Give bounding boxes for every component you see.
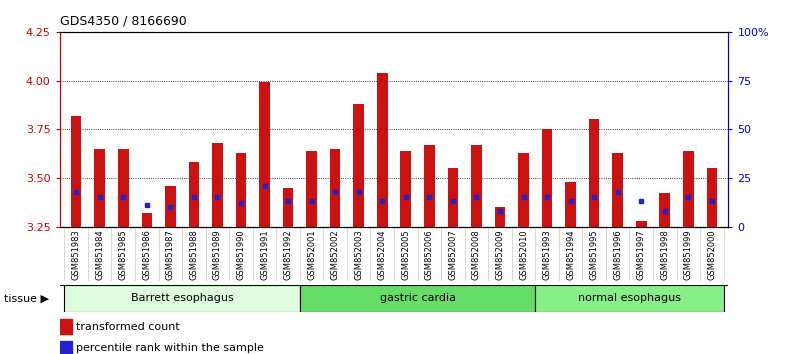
Text: GSM852009: GSM852009 bbox=[495, 229, 505, 280]
Text: GSM851983: GSM851983 bbox=[72, 229, 80, 280]
Bar bbox=[400, 151, 411, 227]
Bar bbox=[589, 120, 599, 227]
Bar bbox=[142, 213, 152, 227]
Text: transformed count: transformed count bbox=[76, 322, 180, 332]
Bar bbox=[471, 145, 482, 227]
Text: GSM851998: GSM851998 bbox=[660, 229, 669, 280]
Bar bbox=[189, 162, 199, 227]
Text: GSM852000: GSM852000 bbox=[708, 229, 716, 280]
Text: GSM851996: GSM851996 bbox=[613, 229, 622, 280]
Bar bbox=[542, 129, 552, 227]
Bar bbox=[259, 82, 270, 227]
Text: GSM851985: GSM851985 bbox=[119, 229, 128, 280]
Text: GSM851987: GSM851987 bbox=[166, 229, 175, 280]
Bar bbox=[60, 341, 72, 354]
Text: GSM851986: GSM851986 bbox=[142, 229, 151, 280]
Text: GSM851984: GSM851984 bbox=[96, 229, 104, 280]
Bar bbox=[612, 153, 623, 227]
FancyBboxPatch shape bbox=[535, 285, 724, 312]
Text: GSM852005: GSM852005 bbox=[401, 229, 410, 280]
Bar bbox=[213, 143, 223, 227]
Bar bbox=[518, 153, 529, 227]
Text: gastric cardia: gastric cardia bbox=[380, 293, 455, 303]
Text: GSM852003: GSM852003 bbox=[354, 229, 363, 280]
FancyBboxPatch shape bbox=[300, 285, 535, 312]
Bar bbox=[283, 188, 294, 227]
Bar bbox=[330, 149, 341, 227]
Text: normal esophagus: normal esophagus bbox=[578, 293, 681, 303]
FancyBboxPatch shape bbox=[64, 285, 300, 312]
Bar bbox=[353, 104, 364, 227]
Text: GSM852007: GSM852007 bbox=[448, 229, 458, 280]
Bar bbox=[306, 151, 317, 227]
Bar bbox=[636, 221, 646, 227]
Text: GSM852010: GSM852010 bbox=[519, 229, 528, 280]
Bar bbox=[60, 319, 72, 334]
Text: GSM851995: GSM851995 bbox=[590, 229, 599, 280]
Bar bbox=[118, 149, 129, 227]
Text: GSM852006: GSM852006 bbox=[425, 229, 434, 280]
Bar bbox=[95, 149, 105, 227]
Text: GSM851993: GSM851993 bbox=[543, 229, 552, 280]
Text: percentile rank within the sample: percentile rank within the sample bbox=[76, 343, 264, 353]
Text: GSM852002: GSM852002 bbox=[330, 229, 340, 280]
Text: GSM851994: GSM851994 bbox=[566, 229, 575, 280]
Bar bbox=[565, 182, 576, 227]
Bar bbox=[424, 145, 435, 227]
Text: tissue ▶: tissue ▶ bbox=[4, 293, 49, 303]
Bar bbox=[377, 73, 388, 227]
Text: GSM851990: GSM851990 bbox=[236, 229, 245, 280]
Text: Barrett esophagus: Barrett esophagus bbox=[131, 293, 233, 303]
Text: GSM851989: GSM851989 bbox=[213, 229, 222, 280]
Text: GDS4350 / 8166690: GDS4350 / 8166690 bbox=[60, 14, 186, 27]
Bar bbox=[236, 153, 246, 227]
Text: GSM852001: GSM852001 bbox=[307, 229, 316, 280]
Bar bbox=[447, 168, 458, 227]
Text: GSM851992: GSM851992 bbox=[283, 229, 293, 280]
Text: GSM851997: GSM851997 bbox=[637, 229, 646, 280]
Text: GSM851991: GSM851991 bbox=[260, 229, 269, 280]
Text: GSM852008: GSM852008 bbox=[472, 229, 481, 280]
Bar bbox=[683, 151, 693, 227]
Text: GSM851988: GSM851988 bbox=[189, 229, 198, 280]
Bar bbox=[165, 185, 176, 227]
Bar bbox=[659, 193, 670, 227]
Text: GSM852004: GSM852004 bbox=[378, 229, 387, 280]
Bar bbox=[71, 116, 81, 227]
Bar bbox=[707, 168, 717, 227]
Bar bbox=[494, 207, 505, 227]
Text: GSM851999: GSM851999 bbox=[684, 229, 693, 280]
